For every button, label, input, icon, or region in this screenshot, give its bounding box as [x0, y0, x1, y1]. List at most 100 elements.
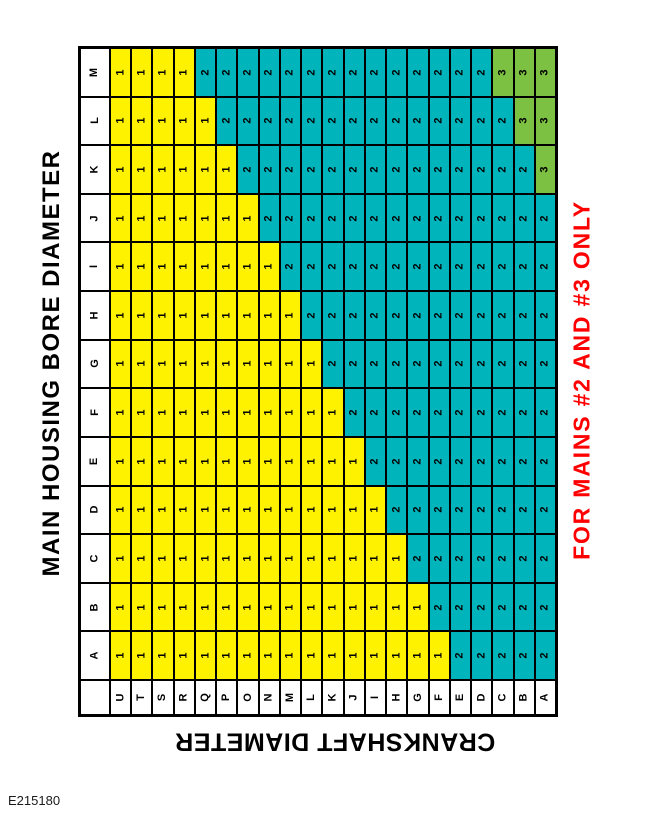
grid-cell-A-A: 2 — [534, 631, 556, 680]
grid-cell-L-M: 2 — [279, 96, 302, 146]
grid-cell-H-I-text: 2 — [368, 312, 381, 319]
grid-cell-H-F: 2 — [428, 291, 450, 340]
grid-cell-D-M-text: 1 — [284, 506, 297, 513]
grid-cell-I-M: 2 — [279, 242, 302, 292]
grid-cell-G-L: 1 — [301, 339, 323, 389]
grid-cell-C-L: 1 — [301, 534, 323, 583]
grid-cell-L-K-text: 2 — [326, 117, 339, 124]
grid-cell-L-G-text: 2 — [411, 117, 424, 124]
grid-cell-A-E-text: 2 — [453, 652, 466, 659]
grid-cell-F-L: 1 — [301, 388, 323, 437]
grid-cell-E-I-text: 2 — [368, 458, 381, 465]
grid-cell-F-E-text: 2 — [453, 409, 466, 416]
col-label-H: H — [386, 679, 408, 715]
grid-cell-H-N-text: 1 — [262, 312, 275, 319]
grid-cell-B-F-text: 2 — [432, 604, 445, 611]
grid-cell-D-K: 1 — [322, 485, 344, 535]
grid-cell-G-O-text: 1 — [241, 360, 254, 368]
grid-cell-C-J: 1 — [343, 534, 365, 583]
grid-cell-A-D: 2 — [471, 631, 493, 680]
grid-cell-D-T-text: 1 — [135, 506, 148, 513]
grid-cell-G-H: 2 — [386, 339, 408, 389]
grid-cell-M-O-text: 2 — [241, 69, 254, 76]
grid-cell-J-K-text: 2 — [326, 215, 339, 222]
grid-cell-J-A-text: 2 — [538, 215, 551, 222]
grid-cell-I-D: 2 — [471, 242, 493, 292]
grid-cell-I-O-text: 1 — [241, 263, 254, 270]
grid-cell-A-F-text: 1 — [432, 652, 445, 659]
grid-cell-C-B-text: 2 — [517, 555, 530, 562]
grid-cell-G-K: 2 — [322, 339, 344, 389]
grid-cell-F-J-text: 2 — [347, 409, 360, 416]
grid-cell-K-G-text: 2 — [411, 166, 424, 173]
col-label-J-text: J — [347, 694, 360, 701]
grid-cell-E-K: 1 — [322, 436, 344, 486]
grid-cell-B-A: 2 — [534, 582, 556, 632]
grid-cell-L-N: 2 — [258, 96, 280, 146]
grid-cell-L-H-text: 2 — [390, 117, 403, 124]
grid-cell-H-R: 1 — [173, 291, 195, 340]
grid-cell-C-N-text: 1 — [262, 555, 275, 562]
grid-cell-I-J: 2 — [343, 242, 365, 292]
grid-cell-F-F-text: 2 — [432, 409, 445, 416]
grid-cell-J-R-text: 1 — [177, 215, 190, 222]
grid-cell-E-S-text: 1 — [156, 458, 169, 465]
grid-cell-C-B: 2 — [513, 534, 535, 583]
grid-cell-A-Q-text: 1 — [199, 652, 212, 659]
grid-cell-E-H-text: 2 — [390, 458, 403, 465]
grid-cell-L-C-text: 2 — [496, 117, 509, 124]
grid-cell-C-U-text: 1 — [114, 555, 127, 562]
grid-cell-F-Q-text: 1 — [199, 409, 212, 416]
grid-cell-E-G-text: 2 — [411, 458, 424, 465]
grid-cell-D-E: 2 — [449, 485, 472, 535]
grid-cell-D-U: 1 — [110, 485, 132, 535]
grid-cell-B-N: 1 — [258, 582, 280, 632]
grid-cell-D-B: 2 — [513, 485, 535, 535]
grid-cell-M-I: 2 — [364, 48, 387, 97]
grid-cell-K-K-text: 2 — [326, 166, 339, 173]
grid-cell-B-B-text: 2 — [517, 604, 530, 611]
grid-cell-M-F: 2 — [428, 48, 450, 97]
grid-cell-M-K: 2 — [322, 48, 344, 97]
row-label-E: E — [80, 436, 110, 486]
grid-cell-C-M-text: 1 — [284, 555, 297, 562]
grid-cell-H-A: 2 — [534, 291, 556, 340]
grid-cell-L-D: 2 — [471, 96, 493, 146]
grid-cell-B-U: 1 — [110, 582, 132, 632]
col-label-N-text: N — [262, 693, 275, 702]
grid-cell-B-J: 1 — [343, 582, 365, 632]
grid-cell-F-F: 2 — [428, 388, 450, 437]
grid-cell-B-H: 1 — [386, 582, 408, 632]
grid-cell-K-R-text: 1 — [177, 166, 190, 173]
grid-cell-F-G: 2 — [407, 388, 429, 437]
grid-cell-B-P: 1 — [216, 582, 238, 632]
grid-cell-H-G-text: 2 — [411, 312, 424, 319]
grid-cell-J-L-text: 2 — [305, 215, 318, 222]
grid-cell-L-C: 2 — [492, 96, 514, 146]
grid-cell-D-T: 1 — [131, 485, 153, 535]
grid-cell-B-J-text: 1 — [347, 604, 360, 611]
grid-cell-H-D-text: 2 — [475, 312, 488, 319]
grid-cell-H-E-text: 2 — [453, 312, 466, 319]
grid-cell-I-N-text: 1 — [262, 263, 275, 270]
col-label-R: R — [173, 679, 195, 715]
grid-cell-B-P-text: 1 — [220, 604, 233, 611]
grid-cell-K-I: 2 — [364, 145, 387, 194]
grid-cell-H-O: 1 — [237, 291, 259, 340]
col-label-A: A — [534, 679, 556, 715]
grid-cell-D-O: 1 — [237, 485, 259, 535]
grid-cell-J-H-text: 2 — [390, 215, 403, 222]
grid-cell-I-F: 2 — [428, 242, 450, 292]
grid-cell-I-B-text: 2 — [517, 263, 530, 270]
col-label-S: S — [152, 679, 174, 715]
grid-cell-H-H: 2 — [386, 291, 408, 340]
grid-cell-B-E-text: 2 — [453, 604, 466, 611]
grid-cell-F-J: 2 — [343, 388, 365, 437]
row-label-B-text: B — [88, 603, 101, 612]
grid-cell-K-M-text: 2 — [284, 166, 297, 173]
grid-cell-H-D: 2 — [471, 291, 493, 340]
grid-cell-M-F-text: 2 — [432, 69, 445, 76]
grid-cell-E-B: 2 — [513, 436, 535, 486]
grid-cell-J-I-text: 2 — [368, 215, 381, 222]
